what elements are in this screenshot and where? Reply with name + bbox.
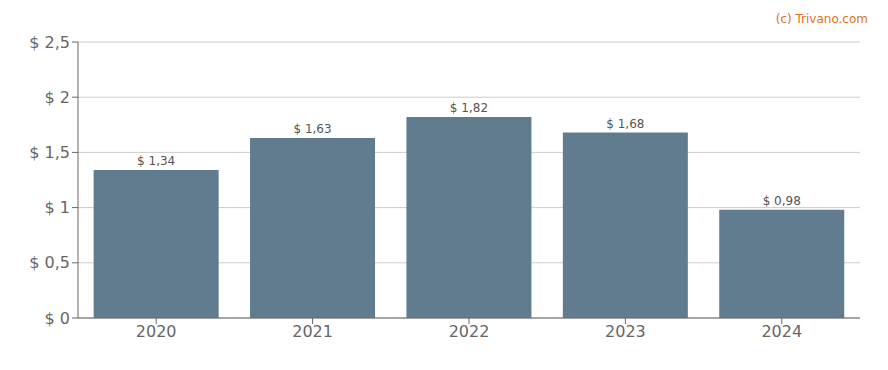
svg-text:$ 1,68: $ 1,68 <box>606 117 644 131</box>
svg-text:$ 2: $ 2 <box>45 88 70 107</box>
svg-text:2024: 2024 <box>761 322 802 341</box>
svg-text:$ 0: $ 0 <box>45 309 70 328</box>
svg-text:$ 1,63: $ 1,63 <box>293 122 331 136</box>
svg-text:2023: 2023 <box>605 322 646 341</box>
svg-text:2022: 2022 <box>449 322 490 341</box>
svg-text:$ 0,98: $ 0,98 <box>763 194 801 208</box>
svg-text:$ 1,34: $ 1,34 <box>137 154 175 168</box>
svg-text:$ 1: $ 1 <box>45 198 70 217</box>
svg-text:2020: 2020 <box>136 322 177 341</box>
svg-text:$ 1,5: $ 1,5 <box>29 143 70 162</box>
svg-text:$ 1,82: $ 1,82 <box>450 101 488 115</box>
html-text:(c) Trivano.com: (c) Trivano.com <box>775 12 868 26</box>
svg-text:2021: 2021 <box>292 322 333 341</box>
svg-text:$ 0,5: $ 0,5 <box>29 253 70 272</box>
svg-text:$ 2,5: $ 2,5 <box>29 33 70 52</box>
